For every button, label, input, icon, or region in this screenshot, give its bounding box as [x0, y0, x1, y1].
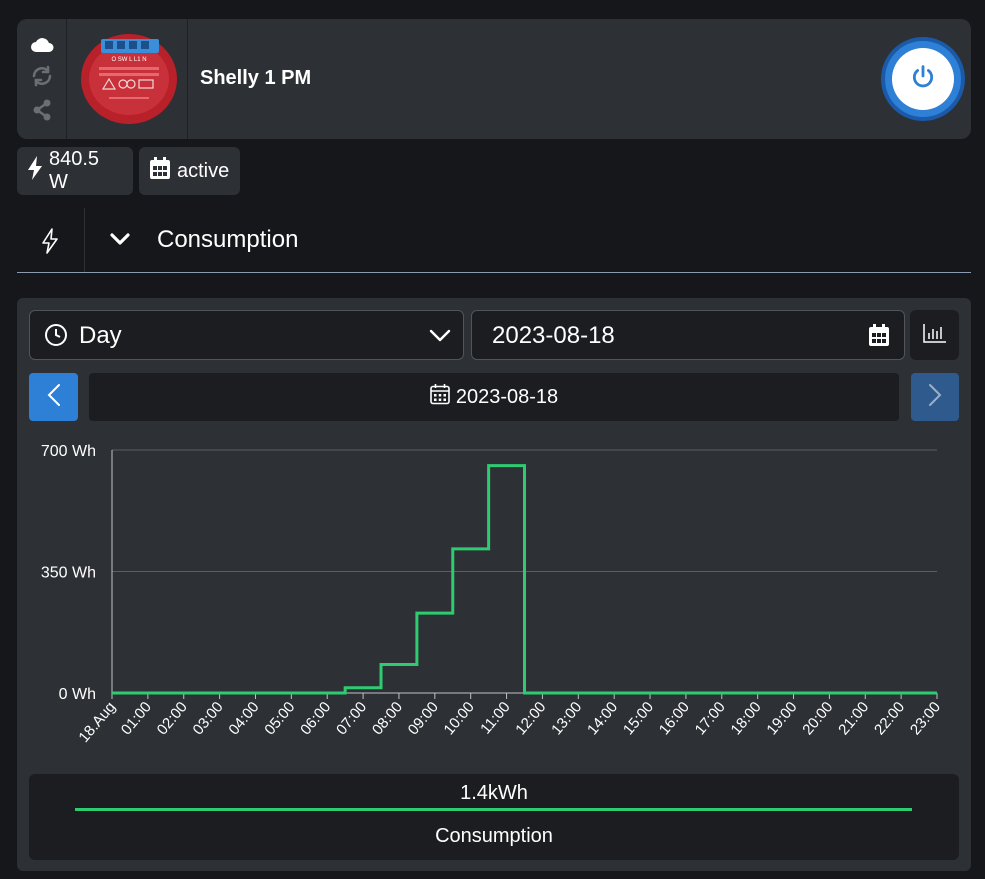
x-tick-label: 18.Aug — [75, 699, 119, 746]
x-tick-label: 09:00 — [405, 699, 442, 739]
device-image-icon: O SW L L1 N — [79, 31, 179, 127]
total-consumption: 1.4kWh — [460, 782, 528, 804]
device-card: O SW L L1 N Shelly 1 PM — [17, 19, 971, 139]
x-tick-label: 03:00 — [190, 699, 227, 739]
x-tick-label: 02:00 — [154, 699, 191, 739]
x-tick-label: 17:00 — [692, 699, 729, 739]
consumption-panel: Day 2023-08-18 — [17, 298, 971, 871]
section-title: Consumption — [157, 226, 299, 253]
series-line-consumption — [112, 464, 937, 695]
calendar-outline-icon — [430, 383, 450, 411]
period-select-value: Day — [79, 322, 122, 349]
schedule-status: active — [177, 159, 230, 182]
chevron-right-icon — [928, 383, 942, 412]
chevron-down-icon[interactable] — [109, 230, 131, 253]
legend-series-name: Consumption — [435, 825, 553, 847]
date-display-value: 2023-08-18 — [455, 385, 559, 408]
bolt-outline-icon — [41, 228, 59, 259]
x-tick-label: 20:00 — [799, 699, 836, 739]
power-button[interactable] — [881, 37, 965, 121]
cloud-icon[interactable] — [30, 36, 54, 54]
legend-series-line — [75, 808, 912, 811]
chevron-down-icon — [429, 326, 451, 349]
x-tick-label: 16:00 — [656, 699, 693, 739]
x-tick-label: 13:00 — [548, 699, 585, 739]
x-tick-label: 06:00 — [297, 699, 334, 739]
x-tick-label: 15:00 — [620, 699, 657, 739]
y-tick-label: 350 Wh — [41, 565, 96, 582]
share-icon[interactable] — [30, 98, 54, 122]
clock-icon — [44, 323, 68, 352]
x-tick-label: 08:00 — [369, 699, 406, 739]
x-tick-label: 12:00 — [512, 699, 549, 739]
consumption-section-header: Consumption — [17, 208, 971, 273]
device-name: Shelly 1 PM — [200, 67, 312, 89]
x-tick-label: 18:00 — [728, 699, 765, 739]
device-terminal-label: O SW L L1 N — [111, 57, 146, 63]
previous-day-button[interactable] — [29, 373, 78, 421]
power-icon — [910, 64, 936, 95]
x-tick-label: 23:00 — [907, 699, 944, 739]
schedule-badge[interactable]: active — [139, 147, 240, 195]
date-input[interactable]: 2023-08-18 — [471, 310, 905, 360]
calendar-icon — [149, 156, 171, 186]
power-value: 840.5 W — [49, 148, 100, 193]
sync-icon[interactable] — [30, 64, 54, 88]
x-tick-label: 14:00 — [584, 699, 621, 739]
chart-type-button[interactable] — [910, 310, 959, 360]
x-tick-label: 21:00 — [835, 699, 872, 739]
y-tick-label: 0 Wh — [59, 686, 96, 703]
calendar-icon[interactable] — [868, 323, 890, 352]
card-divider — [66, 19, 67, 139]
consumption-chart: 0 Wh 350 Wh 700 Wh 18.Aug01:0002:0003:0004:… — [41, 443, 944, 746]
x-tick-label: 01:00 — [118, 699, 155, 739]
date-display[interactable]: 2023-08-18 — [89, 373, 899, 421]
x-tick-label: 04:00 — [225, 699, 262, 739]
y-tick-label: 700 Wh — [41, 443, 96, 460]
x-tick-label: 11:00 — [477, 699, 513, 738]
x-tick-label: 05:00 — [261, 699, 298, 739]
x-tick-label: 10:00 — [441, 699, 478, 739]
next-day-button[interactable] — [911, 373, 959, 421]
device-side-icons — [17, 19, 66, 139]
power-badge: 840.5 W — [17, 147, 133, 195]
chart-legend[interactable]: 1.4kWh Consumption — [29, 774, 959, 860]
x-tick-label: 07:00 — [333, 699, 370, 739]
chevron-left-icon — [47, 383, 61, 412]
bar-chart-icon — [922, 323, 947, 348]
bolt-icon — [27, 156, 43, 186]
date-input-value: 2023-08-18 — [492, 322, 615, 349]
x-tick-label: 19:00 — [763, 699, 800, 739]
card-divider — [187, 19, 188, 139]
period-select[interactable]: Day — [29, 310, 464, 360]
x-tick-label: 22:00 — [871, 699, 908, 739]
